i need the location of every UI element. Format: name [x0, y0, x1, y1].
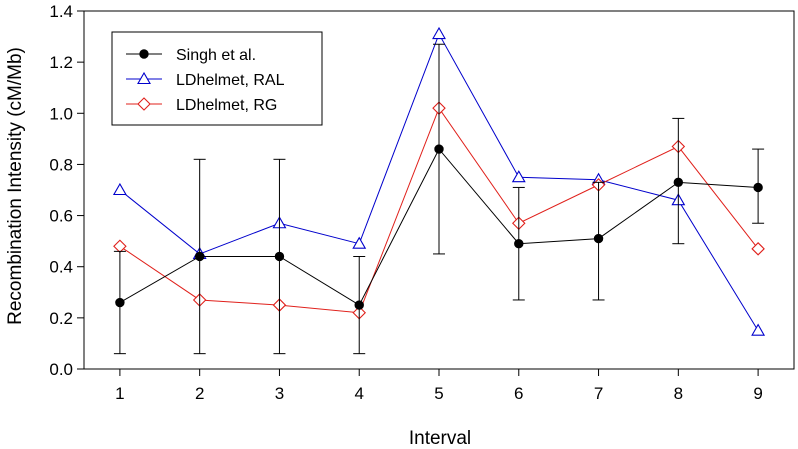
y-tick-label: 1.2 [49, 53, 73, 72]
data-point [751, 323, 766, 336]
x-tick-label: 3 [275, 384, 284, 403]
x-tick-label: 5 [434, 384, 443, 403]
x-tick-label: 7 [594, 384, 603, 403]
legend-item: Singh et al. [126, 47, 256, 64]
data-point [274, 251, 285, 262]
y-tick-label: 0.0 [49, 360, 73, 379]
y-axis-title: Recombination Intensity (cM/Mb) [5, 47, 26, 325]
data-point [511, 170, 526, 183]
data-point [673, 177, 684, 188]
data-point [115, 297, 125, 308]
x-axis-title: Interval [409, 428, 471, 449]
data-point [112, 182, 127, 196]
y-tick-label: 1.0 [49, 104, 73, 123]
x-tick-label: 1 [115, 384, 124, 403]
legend-item: LDhelmet, RAL [126, 71, 285, 89]
y-tick-label: 1.4 [49, 2, 73, 21]
data-point [352, 236, 367, 249]
legend-item: LDhelmet, RG [126, 97, 277, 114]
x-tick-label: 9 [753, 384, 762, 403]
x-tick-label: 4 [354, 384, 363, 403]
data-point [434, 144, 444, 154]
y-tick-label: 0.2 [49, 309, 73, 328]
legend-label: Singh et al. [176, 47, 256, 64]
y-tick-label: 0.8 [49, 155, 73, 174]
data-point [514, 239, 524, 249]
series-singh-et-al [113, 43, 765, 355]
data-point [354, 300, 364, 310]
y-tick-label: 0.4 [49, 258, 73, 277]
legend-marker [137, 71, 151, 85]
data-point [194, 251, 205, 262]
x-tick-label: 8 [674, 384, 683, 403]
data-point [113, 239, 127, 254]
data-point [751, 242, 765, 256]
legend-label: LDhelmet, RG [176, 97, 277, 114]
legend-marker [139, 49, 149, 59]
data-point [753, 182, 763, 193]
legend-marker [137, 97, 151, 111]
y-tick-label: 0.6 [49, 207, 73, 226]
x-tick-label: 2 [195, 384, 204, 403]
legend-label: LDhelmet, RAL [176, 72, 285, 89]
data-point [593, 233, 604, 244]
x-tick-label: 6 [514, 384, 523, 403]
data-point [432, 26, 446, 40]
